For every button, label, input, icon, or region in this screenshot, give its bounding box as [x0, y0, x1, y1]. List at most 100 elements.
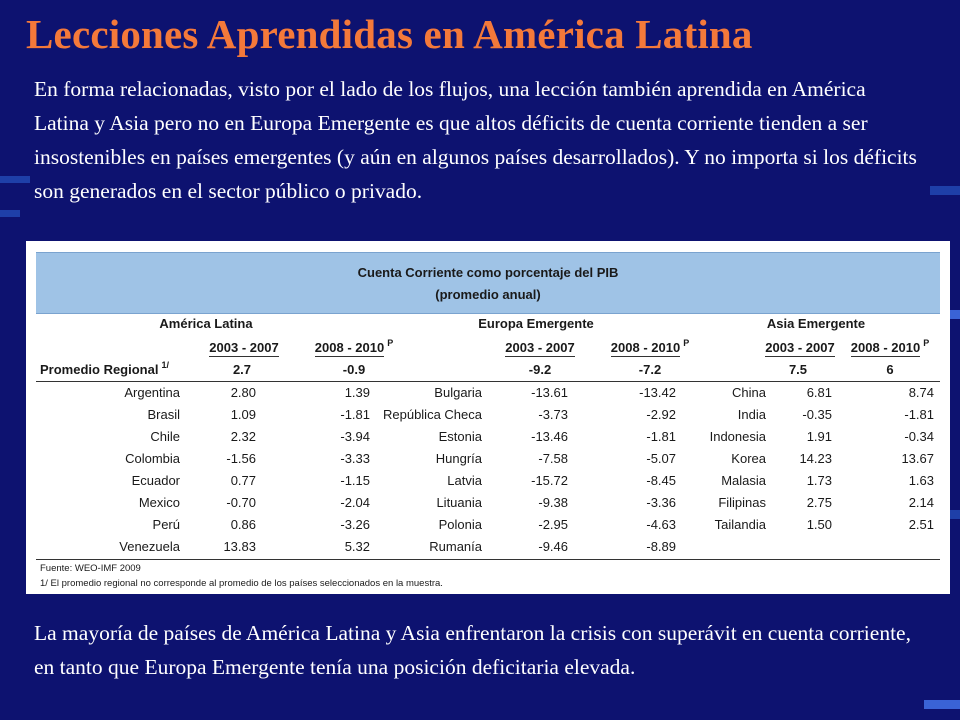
- latam-value-2008-2010: 1.39: [344, 385, 370, 400]
- europe-value-2003-2007: -9.46: [538, 539, 568, 554]
- group-header-row: América Latina Europa Emergente Asia Eme…: [36, 313, 940, 337]
- asia-value-2003-2007: -0.35: [802, 407, 832, 422]
- table-row: Argentina 2.80 1.39 Bulgaria -13.61 -13.42 Chi…: [36, 382, 940, 404]
- asia-value-2003-2007: 1.50: [806, 517, 832, 532]
- latam-value-2003-2007: 0.77: [230, 473, 256, 488]
- latam-value-2008-2010: -1.15: [340, 473, 370, 488]
- conclusion-paragraph: La mayoría de países de América Latina y…: [34, 621, 911, 679]
- europe-country: Estonia: [438, 429, 482, 444]
- latam-value-2008-2010: -3.26: [340, 517, 370, 532]
- regional-latam-2: -0.9: [342, 362, 366, 377]
- asia-country: Malasia: [721, 473, 766, 488]
- asia-value-2008-2010: -1.81: [904, 407, 934, 422]
- latam-value-2008-2010: 5.32: [344, 539, 370, 554]
- europe-country: República Checa: [382, 407, 482, 422]
- table-row: Mexico -0.70 -2.04 Lituania -9.38 -3.36 Filipi…: [36, 492, 940, 514]
- regional-average-row: Promedio Regional 1/ 2.7 -0.9 -9.2 -7.2 7…: [36, 359, 940, 382]
- regional-latam-1: 2.7: [232, 362, 252, 377]
- asia-value-2003-2007: 1.73: [806, 473, 832, 488]
- latam-value-2008-2010: -1.81: [340, 407, 370, 422]
- decorative-bar: [0, 210, 20, 217]
- europe-value-2003-2007: -7.58: [538, 451, 568, 466]
- asia-country: China: [732, 385, 766, 400]
- latam-value-2003-2007: -0.70: [226, 495, 256, 510]
- projection-note-marker: P: [923, 338, 930, 348]
- projection-note-marker: P: [387, 338, 394, 348]
- country-rows: Argentina 2.80 1.39 Bulgaria -13.61 -13.42 Chi…: [36, 382, 940, 558]
- current-account-table: Cuenta Corriente como porcentaje del PIB…: [26, 241, 950, 594]
- table-footnote: 1/ El promedio regional no corresponde a…: [40, 578, 443, 589]
- europe-value-2008-2010: -13.42: [639, 385, 676, 400]
- europe-value-2008-2010: -5.07: [646, 451, 676, 466]
- latam-value-2003-2007: 13.83: [223, 539, 256, 554]
- latam-country: Mexico: [138, 495, 180, 510]
- europe-country: Latvia: [447, 473, 482, 488]
- asia-value-2008-2010: 2.14: [908, 495, 934, 510]
- period-2-asia: 2008 - 2010: [850, 340, 921, 357]
- latam-value-2003-2007: 1.09: [230, 407, 256, 422]
- latam-value-2008-2010: -3.33: [340, 451, 370, 466]
- table-row: Ecuador 0.77 -1.15 Latvia -15.72 -8.45 Malasia…: [36, 470, 940, 492]
- asia-country: India: [737, 407, 766, 422]
- asia-value-2008-2010: -0.34: [904, 429, 934, 444]
- latam-value-2008-2010: -3.94: [340, 429, 370, 444]
- projection-note-marker: P: [683, 338, 690, 348]
- regional-asia-1: 7.5: [788, 362, 808, 377]
- table-header: Cuenta Corriente como porcentaje del PIB…: [36, 252, 940, 314]
- asia-country: Filipinas: [718, 495, 766, 510]
- europe-value-2003-2007: -2.95: [538, 517, 568, 532]
- regional-note-marker: 1/: [161, 360, 169, 370]
- europe-value-2003-2007: -3.73: [538, 407, 568, 422]
- asia-value-2003-2007: 2.75: [806, 495, 832, 510]
- europe-value-2003-2007: -15.72: [531, 473, 568, 488]
- period-1-latam: 2003 - 2007: [209, 340, 279, 357]
- period-2-europe: 2008 - 2010: [610, 340, 681, 357]
- latam-country: Brasil: [147, 407, 180, 422]
- asia-value-2008-2010: 1.63: [908, 473, 934, 488]
- table-row: Perú 0.86 -3.26 Polonia -2.95 -4.63 Tailandia 1…: [36, 514, 940, 536]
- asia-country: Indonesia: [709, 429, 766, 444]
- decorative-bar: [924, 700, 960, 709]
- latam-country: Ecuador: [131, 473, 180, 488]
- latam-country: Venezuela: [119, 539, 180, 554]
- decorative-bar: [940, 310, 960, 319]
- period-2-latam: 2008 - 2010: [314, 340, 385, 357]
- europe-value-2008-2010: -1.81: [646, 429, 676, 444]
- europe-value-2003-2007: -13.46: [531, 429, 568, 444]
- table-row: Venezuela 13.83 5.32 Rumanía -9.46 -8.89: [36, 536, 940, 558]
- asia-country: Korea: [731, 451, 766, 466]
- asia-value-2008-2010: 8.74: [908, 385, 934, 400]
- europe-value-2008-2010: -8.89: [646, 539, 676, 554]
- table-row: Chile 2.32 -3.94 Estonia -13.46 -1.81 Indonesi…: [36, 426, 940, 448]
- europe-value-2003-2007: -9.38: [538, 495, 568, 510]
- latam-country: Colombia: [125, 451, 180, 466]
- table-row: Colombia -1.56 -3.33 Hungría -7.58 -5.07 Korea…: [36, 448, 940, 470]
- group-header-europe: Europa Emergente: [478, 316, 594, 331]
- decorative-bar: [0, 176, 30, 183]
- asia-value-2003-2007: 6.81: [806, 385, 832, 400]
- europe-value-2008-2010: -4.63: [646, 517, 676, 532]
- latam-country: Perú: [152, 517, 180, 532]
- latam-country: Chile: [150, 429, 180, 444]
- latam-value-2003-2007: 0.86: [230, 517, 256, 532]
- latam-value-2003-2007: 2.32: [230, 429, 256, 444]
- table-row: Brasil 1.09 -1.81 República Checa -3.73 -2.92…: [36, 404, 940, 426]
- latam-value-2003-2007: 2.80: [230, 385, 256, 400]
- group-header-asia: Asia Emergente: [766, 316, 866, 331]
- asia-value-2003-2007: 1.91: [806, 429, 832, 444]
- regional-europe-2: -7.2: [638, 362, 662, 377]
- table-bottom-rule: [36, 559, 940, 560]
- regional-label: Promedio Regional: [40, 362, 159, 377]
- asia-value-2003-2007: 14.23: [799, 451, 832, 466]
- regional-asia-2: 6: [886, 362, 894, 377]
- europe-country: Hungría: [435, 451, 482, 466]
- latam-value-2008-2010: -2.04: [340, 495, 370, 510]
- europe-country: Polonia: [438, 517, 482, 532]
- europe-country: Rumanía: [429, 539, 482, 554]
- europe-value-2008-2010: -2.92: [646, 407, 676, 422]
- europe-value-2003-2007: -13.61: [531, 385, 568, 400]
- europe-value-2008-2010: -3.36: [646, 495, 676, 510]
- intro-paragraph: En forma relacionadas, visto por el lado…: [34, 77, 917, 203]
- latam-value-2003-2007: -1.56: [226, 451, 256, 466]
- europe-country: Bulgaria: [434, 385, 482, 400]
